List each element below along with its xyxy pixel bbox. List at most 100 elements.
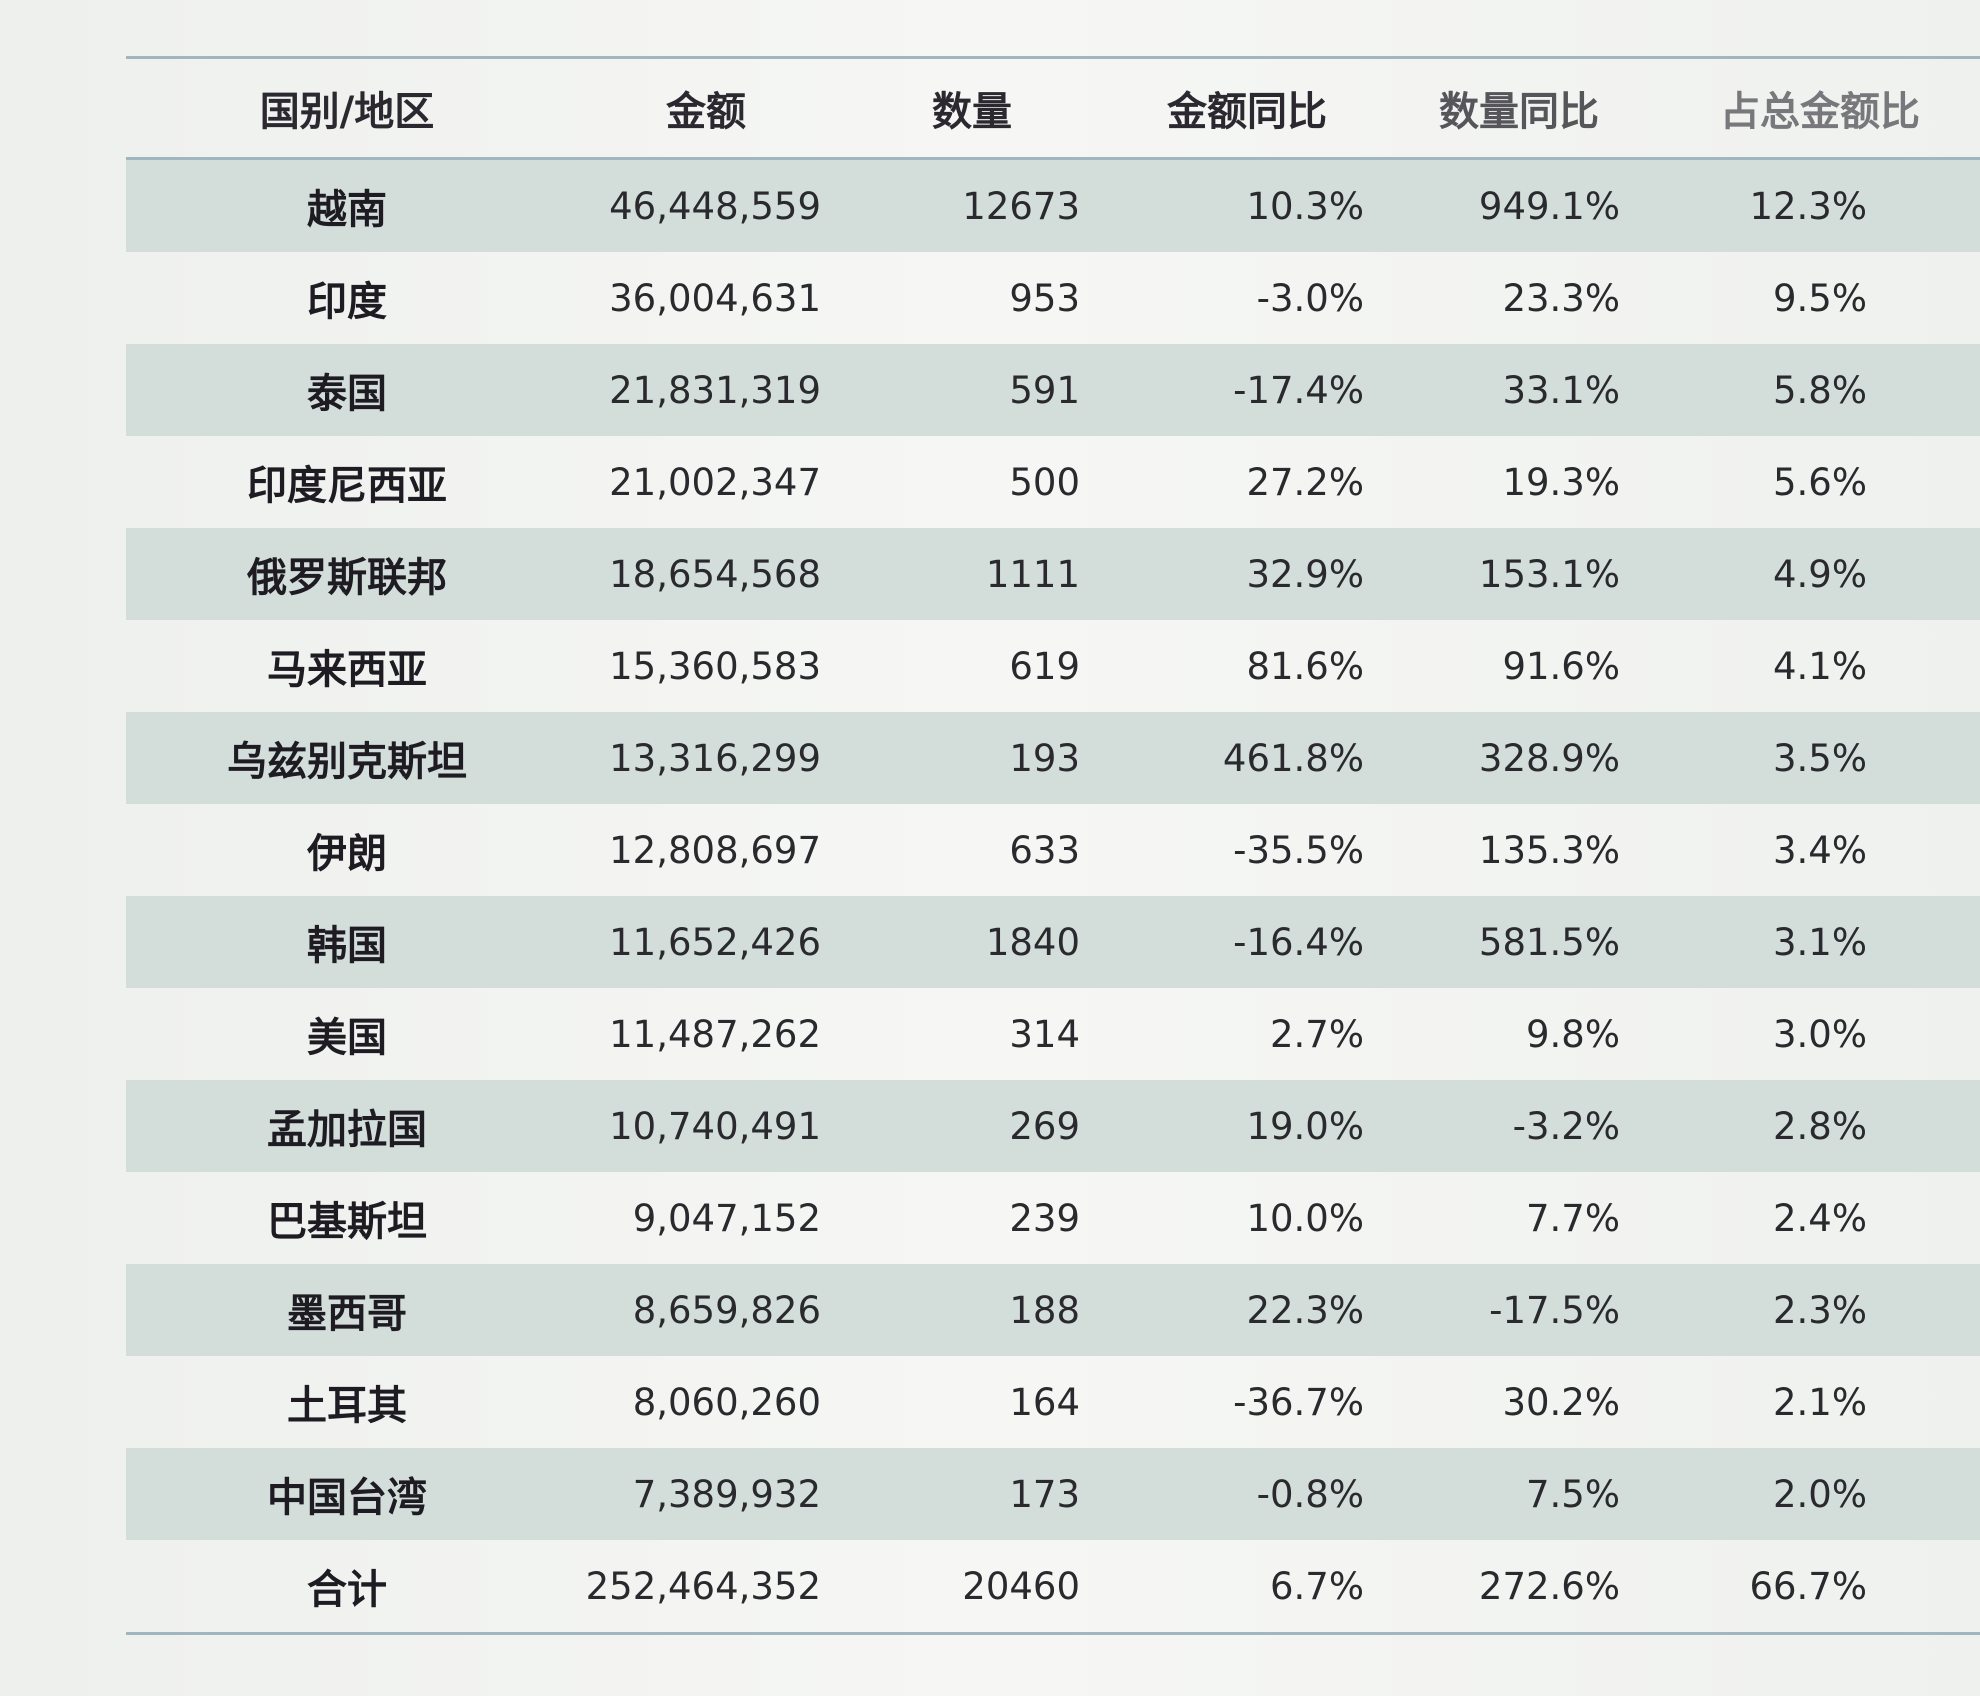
amount-yoy-cell: -3.0% bbox=[1256, 276, 1364, 320]
amount-cell: 21,831,319 bbox=[609, 368, 821, 412]
quantity-cell: 619 bbox=[1009, 644, 1080, 688]
share-cell: 2.1% bbox=[1773, 1380, 1867, 1424]
share-cell: 4.1% bbox=[1773, 644, 1867, 688]
amount-cell: 11,652,426 bbox=[609, 920, 821, 964]
amount-cell: 15,360,583 bbox=[609, 644, 821, 688]
quantity-cell: 314 bbox=[1009, 1012, 1080, 1056]
quantity-cell: 633 bbox=[1009, 828, 1080, 872]
amount-cell: 10,740,491 bbox=[609, 1104, 821, 1148]
share-cell: 4.9% bbox=[1773, 552, 1867, 596]
country-cell: 马来西亚 bbox=[267, 647, 427, 693]
quantity-cell: 269 bbox=[1009, 1104, 1080, 1148]
amount-yoy-cell: 10.0% bbox=[1246, 1196, 1364, 1240]
country-cell: 中国台湾 bbox=[267, 1475, 427, 1521]
amount-cell: 9,047,152 bbox=[632, 1196, 821, 1240]
quantity-yoy-cell: 581.5% bbox=[1478, 920, 1620, 964]
table-row: 巴基斯坦 9,047,152 239 10.0% 7.7% 2.4% bbox=[126, 1172, 1980, 1264]
table-row: 印度尼西亚 21,002,347 500 27.2% 19.3% 5.6% bbox=[126, 436, 1980, 528]
table-row: 泰国 21,831,319 591 -17.4% 33.1% 5.8% bbox=[126, 344, 1980, 436]
amount-yoy-cell: 461.8% bbox=[1222, 736, 1364, 780]
table-body: 越南 46,448,559 12673 10.3% 949.1% 12.3% 印度 36,00… bbox=[126, 160, 1980, 1632]
amount-cell: 12,808,697 bbox=[609, 828, 821, 872]
quantity-yoy-cell: 91.6% bbox=[1502, 644, 1620, 688]
amount-cell: 36,004,631 bbox=[609, 276, 821, 320]
amount-yoy-cell: 81.6% bbox=[1246, 644, 1364, 688]
table-row: 伊朗 12,808,697 633 -35.5% 135.3% 3.4% bbox=[126, 804, 1980, 896]
country-cell: 韩国 bbox=[307, 923, 387, 969]
country-cell: 印度 bbox=[307, 279, 387, 325]
amount-yoy-cell: -17.4% bbox=[1233, 368, 1364, 412]
country-cell: 孟加拉国 bbox=[267, 1107, 427, 1153]
share-cell: 5.6% bbox=[1773, 460, 1867, 504]
header-country: 国别/地区 bbox=[259, 89, 435, 135]
header-amount-yoy: 金额同比 bbox=[1167, 89, 1327, 135]
share-cell: 2.3% bbox=[1773, 1288, 1867, 1332]
amount-yoy-cell: -36.7% bbox=[1233, 1380, 1364, 1424]
country-cell: 土耳其 bbox=[287, 1383, 407, 1429]
table-row: 墨西哥 8,659,826 188 22.3% -17.5% 2.3% bbox=[126, 1264, 1980, 1356]
share-cell: 2.4% bbox=[1773, 1196, 1867, 1240]
quantity-cell: 164 bbox=[1009, 1380, 1080, 1424]
amount-cell: 252,464,352 bbox=[585, 1564, 821, 1608]
country-cell: 印度尼西亚 bbox=[247, 463, 447, 509]
table-row: 韩国 11,652,426 1840 -16.4% 581.5% 3.1% bbox=[126, 896, 1980, 988]
quantity-cell: 12673 bbox=[962, 184, 1080, 228]
amount-cell: 7,389,932 bbox=[632, 1472, 821, 1516]
quantity-cell: 173 bbox=[1009, 1472, 1080, 1516]
header-quantity: 数量 bbox=[932, 89, 1012, 135]
table-row: 俄罗斯联邦 18,654,568 1111 32.9% 153.1% 4.9% bbox=[126, 528, 1980, 620]
country-cell: 泰国 bbox=[307, 371, 387, 417]
amount-yoy-cell: 10.3% bbox=[1246, 184, 1364, 228]
amount-yoy-cell: 2.7% bbox=[1270, 1012, 1364, 1056]
share-cell: 5.8% bbox=[1773, 368, 1867, 412]
amount-cell: 11,487,262 bbox=[609, 1012, 821, 1056]
country-cell: 伊朗 bbox=[307, 831, 387, 877]
quantity-cell: 1111 bbox=[985, 552, 1080, 596]
table-row: 孟加拉国 10,740,491 269 19.0% -3.2% 2.8% bbox=[126, 1080, 1980, 1172]
table-row: 美国 11,487,262 314 2.7% 9.8% 3.0% bbox=[126, 988, 1980, 1080]
country-cell: 美国 bbox=[307, 1015, 387, 1061]
country-cell: 合计 bbox=[307, 1567, 387, 1613]
quantity-cell: 1840 bbox=[985, 920, 1080, 964]
share-cell: 3.5% bbox=[1773, 736, 1867, 780]
table-row: 乌兹别克斯坦 13,316,299 193 461.8% 328.9% 3.5% bbox=[126, 712, 1980, 804]
quantity-cell: 953 bbox=[1009, 276, 1080, 320]
amount-yoy-cell: -16.4% bbox=[1233, 920, 1364, 964]
amount-yoy-cell: 32.9% bbox=[1246, 552, 1364, 596]
country-cell: 越南 bbox=[307, 187, 387, 233]
share-cell: 12.3% bbox=[1749, 184, 1867, 228]
table-row: 土耳其 8,060,260 164 -36.7% 30.2% 2.1% bbox=[126, 1356, 1980, 1448]
bottom-rule bbox=[126, 1632, 1980, 1635]
table-row: 中国台湾 7,389,932 173 -0.8% 7.5% 2.0% bbox=[126, 1448, 1980, 1540]
amount-cell: 8,659,826 bbox=[632, 1288, 821, 1332]
quantity-yoy-cell: -17.5% bbox=[1489, 1288, 1620, 1332]
share-cell: 9.5% bbox=[1773, 276, 1867, 320]
amount-yoy-cell: 19.0% bbox=[1246, 1104, 1364, 1148]
header-rule bbox=[126, 157, 1980, 160]
amount-yoy-cell: -0.8% bbox=[1256, 1472, 1364, 1516]
share-cell: 2.0% bbox=[1773, 1472, 1867, 1516]
amount-cell: 8,060,260 bbox=[632, 1380, 821, 1424]
quantity-yoy-cell: 153.1% bbox=[1478, 552, 1620, 596]
quantity-yoy-cell: 30.2% bbox=[1502, 1380, 1620, 1424]
amount-cell: 13,316,299 bbox=[609, 736, 821, 780]
quantity-yoy-cell: 135.3% bbox=[1478, 828, 1620, 872]
quantity-cell: 239 bbox=[1009, 1196, 1080, 1240]
country-trade-table: 国别/地区 金额 数量 金额同比 数量同比 占总金额比 越南 46,448,559 12673… bbox=[126, 56, 1980, 1635]
country-cell: 巴基斯坦 bbox=[267, 1199, 427, 1245]
quantity-yoy-cell: 272.6% bbox=[1478, 1564, 1620, 1608]
quantity-cell: 188 bbox=[1009, 1288, 1080, 1332]
share-cell: 2.8% bbox=[1773, 1104, 1867, 1148]
country-cell: 乌兹别克斯坦 bbox=[227, 739, 467, 785]
share-cell: 3.4% bbox=[1773, 828, 1867, 872]
header-amount: 金额 bbox=[666, 89, 746, 135]
country-cell: 墨西哥 bbox=[287, 1291, 407, 1337]
amount-cell: 21,002,347 bbox=[609, 460, 821, 504]
quantity-yoy-cell: 23.3% bbox=[1502, 276, 1620, 320]
header-row: 国别/地区 金额 数量 金额同比 数量同比 占总金额比 bbox=[126, 59, 1980, 157]
quantity-yoy-cell: 19.3% bbox=[1502, 460, 1620, 504]
quantity-cell: 500 bbox=[1009, 460, 1080, 504]
quantity-cell: 20460 bbox=[962, 1564, 1080, 1608]
table-row: 马来西亚 15,360,583 619 81.6% 91.6% 4.1% bbox=[126, 620, 1980, 712]
table-row: 越南 46,448,559 12673 10.3% 949.1% 12.3% bbox=[126, 160, 1980, 252]
